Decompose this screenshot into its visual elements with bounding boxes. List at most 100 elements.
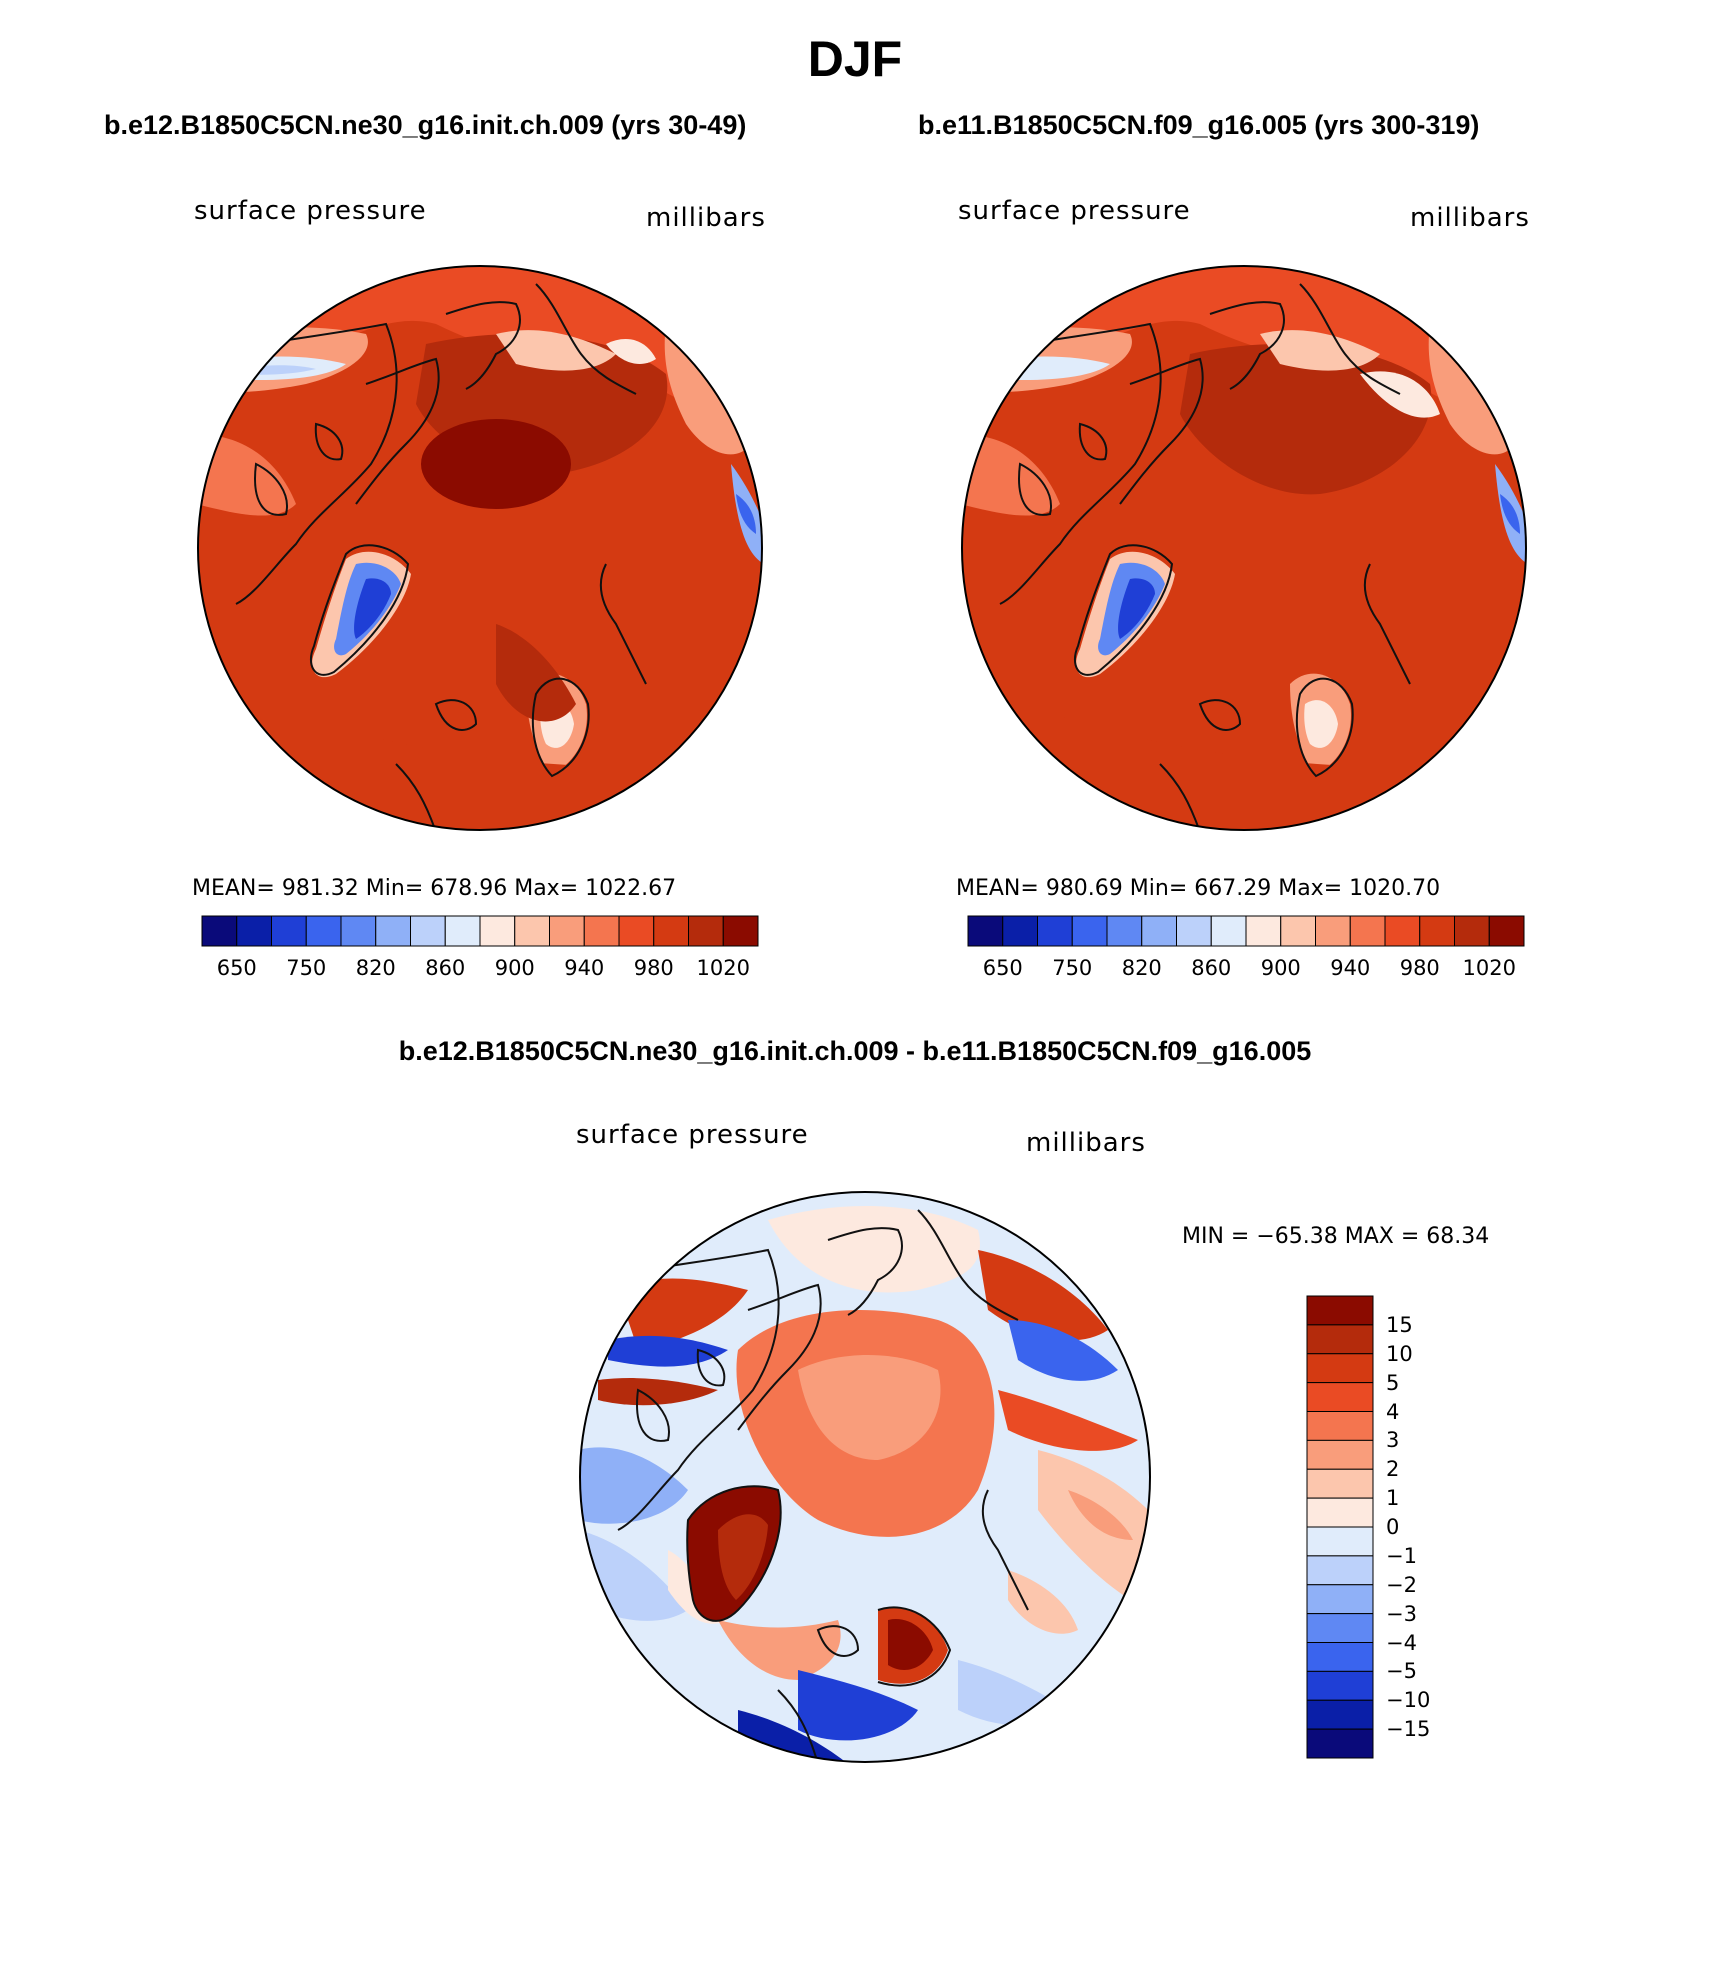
colorbar-tick-label: 2 <box>1386 1457 1400 1482</box>
panel-1-colorbar-ticks: 650 750 820 860 900 940 980 1020 <box>202 956 758 986</box>
colorbar-swatch <box>1488 915 1525 947</box>
colorbar-tick-label: 900 <box>494 956 535 980</box>
panel-2-case-title: b.e11.B1850C5CN.f09_g16.005 (yrs 300-319… <box>918 110 1480 140</box>
colorbar-swatch <box>410 915 446 947</box>
panel-1-variable-label: surface pressure <box>194 196 427 226</box>
colorbar-swatch <box>375 915 411 947</box>
figure-title: DJF <box>807 31 903 87</box>
diff-panel-title: b.e12.B1850C5CN.ne30_g16.init.ch.009 - b… <box>398 1036 1312 1066</box>
panel-1-case-title: b.e12.B1850C5CN.ne30_g16.init.ch.009 (yr… <box>104 110 747 140</box>
colorbar-swatch <box>1306 1584 1374 1615</box>
colorbar-swatch <box>1384 915 1421 947</box>
colorbar-tick-label: 1020 <box>1462 956 1516 980</box>
panel-1-stats: MEAN= 981.32 Min= 678.96 Max= 1022.67 <box>192 876 677 901</box>
colorbar-swatch <box>1210 915 1247 947</box>
panel-1-units-label: millibars <box>646 203 766 233</box>
colorbar-tick-label: 860 <box>425 956 466 980</box>
colorbar-tick-label: −2 <box>1386 1572 1417 1597</box>
colorbar-tick-label: 4 <box>1386 1399 1400 1424</box>
diff-map <box>579 1191 1151 1763</box>
colorbar-tick-label: 1 <box>1386 1486 1400 1511</box>
colorbar-tick-label: 750 <box>286 956 327 980</box>
colorbar-tick-label: 940 <box>564 956 605 980</box>
colorbar-tick-label: 900 <box>1260 956 1301 980</box>
colorbar-tick-label: 0 <box>1386 1515 1400 1539</box>
colorbar-swatch <box>1306 1382 1374 1412</box>
colorbar-swatch <box>688 915 724 947</box>
panel-2-variable-label: surface pressure <box>958 196 1191 226</box>
diff-colorbar <box>1306 1295 1374 1759</box>
panel-1-colorbar <box>201 915 759 947</box>
colorbar-swatch <box>1306 1670 1374 1701</box>
colorbar-swatch <box>1306 1324 1374 1355</box>
panel-2-stats: MEAN= 980.69 Min= 667.29 Max= 1020.70 <box>956 876 1441 901</box>
colorbar-swatch <box>1071 915 1108 947</box>
colorbar-swatch <box>444 915 481 947</box>
panel-2-colorbar <box>967 915 1525 947</box>
panel-1-map <box>197 265 763 831</box>
colorbar-swatch <box>236 915 272 947</box>
colorbar-tick-label: −4 <box>1386 1630 1417 1655</box>
colorbar-swatch <box>1306 1613 1374 1643</box>
colorbar-swatch <box>1349 915 1386 947</box>
colorbar-tick-label: 15 <box>1386 1312 1413 1337</box>
colorbar-tick-label: 980 <box>1399 956 1440 980</box>
colorbar-tick-label: 650 <box>982 956 1023 980</box>
colorbar-swatch <box>1306 1555 1374 1586</box>
colorbar-tick-label: 650 <box>216 956 257 980</box>
colorbar-tick-label: 750 <box>1052 956 1093 980</box>
panel-2-map <box>961 265 1527 831</box>
colorbar-swatch <box>1245 915 1282 947</box>
colorbar-swatch <box>514 915 550 947</box>
colorbar-swatch <box>271 915 307 947</box>
colorbar-tick-label: 10 <box>1386 1341 1413 1366</box>
colorbar-swatch <box>653 915 689 947</box>
panel-2-colorbar-ticks: 650 750 820 860 900 940 980 1020 <box>968 956 1524 986</box>
colorbar-swatch <box>1306 1295 1374 1326</box>
colorbar-tick-label: 940 <box>1330 956 1371 980</box>
colorbar-tick-label: 820 <box>355 956 396 980</box>
colorbar-swatch <box>340 915 377 947</box>
diff-variable-label: surface pressure <box>576 1120 809 1150</box>
colorbar-tick-label: −3 <box>1386 1601 1417 1626</box>
panel-2-units-label: millibars <box>1410 203 1530 233</box>
colorbar-tick-label: −10 <box>1386 1688 1431 1713</box>
colorbar-swatch <box>1306 1411 1374 1441</box>
colorbar-swatch <box>1306 1353 1374 1384</box>
colorbar-tick-label: −15 <box>1386 1717 1431 1742</box>
colorbar-swatch <box>967 915 1004 947</box>
colorbar-tick-label: 5 <box>1386 1370 1400 1395</box>
colorbar-tick-label: 1020 <box>696 956 750 980</box>
colorbar-swatch <box>1037 915 1073 947</box>
colorbar-swatch <box>1315 915 1351 947</box>
colorbar-tick-label: 860 <box>1191 956 1232 980</box>
colorbar-swatch <box>1306 1728 1374 1759</box>
colorbar-tick-label: 820 <box>1121 956 1162 980</box>
diff-units-label: millibars <box>1026 1128 1146 1158</box>
colorbar-tick-label: −1 <box>1386 1543 1417 1568</box>
colorbar-swatch <box>1306 1497 1374 1528</box>
colorbar-swatch <box>549 915 585 947</box>
colorbar-swatch <box>201 915 238 947</box>
colorbar-swatch <box>1454 915 1490 947</box>
colorbar-swatch <box>1280 915 1316 947</box>
colorbar-swatch <box>1176 915 1212 947</box>
diff-colorbar-ticks: 15 10 5 4 3 2 1 0 −1 −2 −3 −4 −5 −10 −15 <box>1386 1296 1466 1758</box>
colorbar-swatch <box>1106 915 1143 947</box>
diff-stats: MIN = −65.38 MAX = 68.34 <box>1182 1224 1490 1249</box>
colorbar-swatch <box>1306 1439 1374 1470</box>
colorbar-tick-label: 980 <box>633 956 674 980</box>
colorbar-swatch <box>1419 915 1455 947</box>
colorbar-swatch <box>1306 1468 1374 1499</box>
colorbar-tick-label: −5 <box>1386 1659 1417 1684</box>
colorbar-tick-label: 3 <box>1386 1428 1400 1453</box>
colorbar-swatch <box>1306 1642 1374 1672</box>
colorbar-swatch <box>479 915 516 947</box>
colorbar-swatch <box>305 915 342 947</box>
colorbar-swatch <box>722 915 759 947</box>
colorbar-swatch <box>1306 1526 1374 1557</box>
colorbar-swatch <box>618 915 655 947</box>
colorbar-swatch <box>583 915 620 947</box>
colorbar-swatch <box>1002 915 1038 947</box>
colorbar-swatch <box>1306 1699 1374 1730</box>
